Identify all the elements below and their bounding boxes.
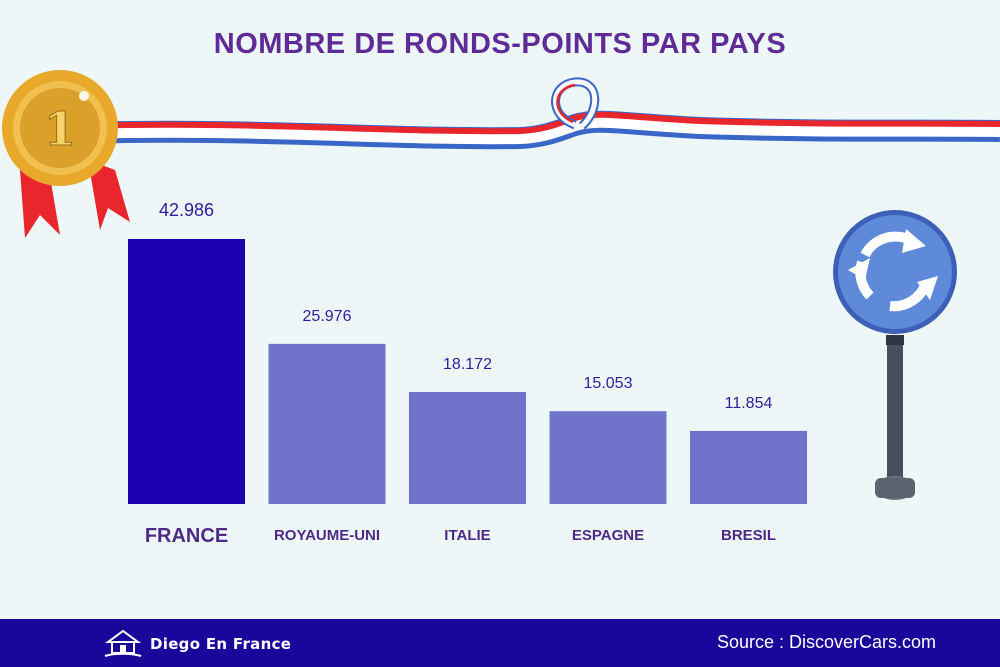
- gold-medal-icon: 1: [2, 70, 130, 238]
- category-label: FRANCE: [145, 525, 228, 547]
- footer-bar: Diego En France Source : DiscoverCars.co…: [0, 619, 1000, 667]
- brand-logo[interactable]: Diego En France: [104, 629, 291, 659]
- value-label: 15.053: [584, 375, 633, 392]
- value-label: 11.854: [725, 395, 773, 412]
- bar-royaume-uni: [268, 343, 386, 504]
- bar-italie: [409, 391, 526, 504]
- bar-france: [128, 239, 245, 504]
- category-label: BRESIL: [721, 527, 776, 544]
- brand-name: Diego En France: [150, 635, 292, 653]
- tricolor-ribbon-icon: [79, 77, 1000, 150]
- source-label: Source : DiscoverCars.com: [716, 632, 936, 652]
- category-label: ITALIE: [444, 527, 490, 544]
- medal-rank-label: 1: [44, 102, 76, 156]
- value-label: 42.986: [159, 200, 214, 220]
- bar-chart: 1 42.986 FRANCE 25.976 ROYAUME-UNI 18.172 ITA…: [2, 70, 1000, 547]
- chart-title: NOMBRE DE RONDS-POINTS PAR PAYS: [213, 28, 787, 60]
- category-label: ESPAGNE: [572, 527, 644, 544]
- bar-espagne: [549, 411, 667, 504]
- house-logo-icon: [104, 629, 142, 657]
- value-label: 25.976: [303, 308, 352, 325]
- value-label: 18.172: [443, 356, 492, 373]
- bar-bresil: [690, 430, 807, 504]
- roundabout-sign-icon: [833, 210, 957, 500]
- category-label: ROYAUME-UNI: [274, 527, 380, 544]
